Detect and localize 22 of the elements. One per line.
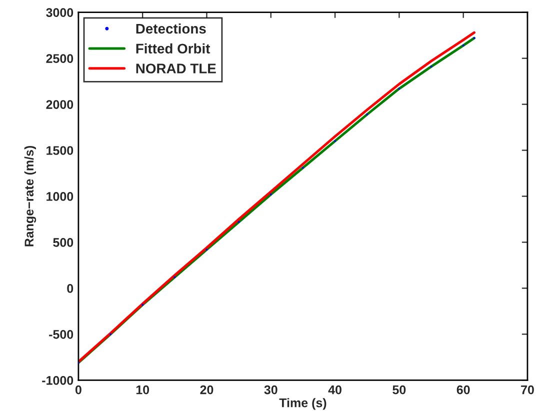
y-tick-label: 1500 (46, 146, 74, 155)
legend-label: Fitted Orbit (136, 43, 210, 54)
x-tick-label: 60 (456, 385, 470, 394)
y-tick-label: 1000 (46, 192, 74, 201)
y-tick-label: 3000 (46, 8, 74, 17)
y-tick-label: 2000 (46, 100, 74, 109)
x-tick-label: 70 (521, 385, 534, 394)
legend-label: NORAD TLE (136, 64, 216, 74)
y-tick-label: 500 (53, 238, 74, 247)
y-tick-label: 0 (67, 284, 74, 293)
y-axis-title: Range−rate (m/s) (24, 146, 36, 246)
y-tick-label: -1000 (42, 376, 74, 385)
x-tick-label: 0 (75, 385, 82, 394)
y-tick-label: 2500 (46, 54, 74, 63)
x-tick-label: 30 (264, 385, 278, 394)
x-tick-label: 40 (328, 385, 342, 394)
x-tick-label: 50 (392, 385, 406, 394)
x-tick-label: 20 (200, 385, 214, 394)
legend-label: Detections (136, 23, 206, 34)
y-tick-label: -500 (49, 330, 74, 339)
x-tick-label: 10 (136, 385, 150, 394)
x-axis-title: Time (s) (279, 398, 326, 410)
